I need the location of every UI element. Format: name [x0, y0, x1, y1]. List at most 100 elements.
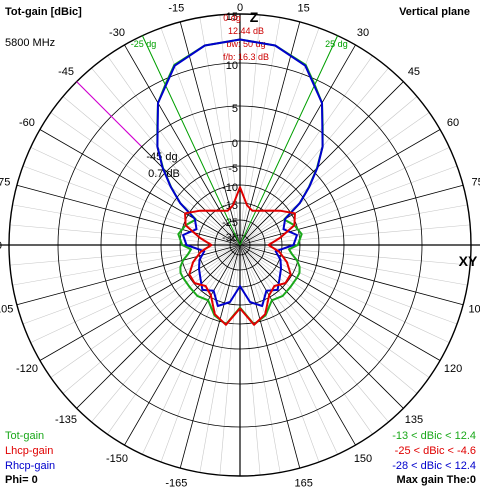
radial-gridline — [39, 129, 241, 246]
radial-gridline — [160, 244, 241, 463]
main-lobe-info-label: 12.44 dB — [228, 26, 264, 36]
beamwidth-label: 25 dg — [325, 39, 348, 49]
radial-gridline — [62, 244, 241, 394]
legend-tot-name: Tot-gain — [5, 430, 45, 442]
ring-label: 15 — [226, 11, 238, 23]
radial-gridline — [239, 67, 389, 246]
radial-gridline — [30, 147, 241, 246]
radial-gridline — [124, 44, 241, 246]
radial-gridline — [107, 55, 241, 246]
radial-gridline — [199, 17, 241, 246]
radial-gridline — [239, 165, 458, 246]
radial-gridline — [239, 244, 320, 463]
radial-gridline — [239, 129, 441, 246]
radial-gridline — [22, 165, 241, 246]
radial-gridline — [239, 244, 356, 446]
angle-tick-label: 0 — [237, 2, 243, 14]
legend-lhcp-range: -25 < dBic < -4.6 — [394, 445, 476, 457]
legend-tot-range: -13 < dBic < 12.4 — [392, 430, 476, 442]
ring-label: -35 — [222, 232, 238, 244]
chart-title: Tot-gain [dBic] — [5, 6, 82, 18]
radial-gridline — [239, 244, 389, 423]
radial-gridline — [239, 244, 301, 469]
main-lobe-info-label: f/b: 16.3 dB — [223, 52, 269, 62]
radial-gridline — [239, 244, 458, 325]
angle-tick-label: 15 — [298, 2, 310, 14]
phi-label: Phi= 0 — [5, 474, 38, 486]
radial-gridline — [239, 244, 404, 409]
rhcp-gain-trace — [156, 38, 324, 307]
radial-gridline — [239, 55, 373, 246]
radial-gridline — [239, 17, 281, 246]
angle-tick-label: -120 — [16, 363, 38, 375]
angle-tick-label: -165 — [165, 478, 187, 487]
radial-gridline — [16, 244, 241, 306]
radial-gridline — [239, 244, 441, 361]
angle-tick-label: 75 — [471, 176, 480, 188]
radial-gridline — [239, 244, 430, 378]
frequency-label: 5800 MHz — [5, 37, 56, 49]
ring-label: 5 — [232, 103, 238, 115]
radial-gridline — [62, 96, 241, 246]
radial-gridline — [239, 44, 356, 246]
xy-axis-label: XY — [459, 253, 478, 269]
radial-gridline — [50, 112, 241, 246]
main-lobe-info-label: bw: 50 dg — [226, 39, 265, 49]
radial-gridline — [239, 96, 418, 246]
angle-tick-label: -75 — [0, 176, 10, 188]
radial-gridline — [239, 224, 471, 246]
radial-gridline — [39, 244, 241, 361]
ring-label: 10 — [226, 60, 238, 72]
legend-lhcp-name: Lhcp-gain — [5, 445, 54, 457]
radial-gridline — [239, 184, 464, 246]
beamwidth-label: -25 dg — [131, 39, 157, 49]
angle-tick-label: 135 — [405, 414, 423, 426]
radial-gridline — [9, 224, 241, 246]
radial-gridline — [219, 14, 241, 246]
angle-tick-label: 45 — [408, 66, 420, 78]
radial-gridline — [50, 244, 241, 378]
angle-tick-label: -90 — [0, 240, 2, 252]
radial-gridline — [107, 244, 241, 435]
radial-gridline — [30, 244, 241, 343]
radial-gridline — [239, 244, 281, 473]
angle-tick-label: -45 — [58, 66, 74, 78]
radial-gridline — [239, 244, 464, 306]
angle-tick-label: -105 — [0, 304, 13, 316]
legend-rhcp-range: -28 < dBic < 12.4 — [392, 460, 476, 472]
radial-gridline — [199, 244, 241, 473]
radial-gridline — [16, 184, 241, 246]
cursor-gain-label: 0.7 dB — [148, 168, 180, 180]
radial-gridline — [179, 244, 241, 469]
radial-gridline — [124, 244, 241, 446]
lhcp-gain-trace — [184, 186, 296, 326]
angle-tick-label: 60 — [447, 117, 459, 129]
angle-tick-label: 165 — [294, 478, 312, 487]
radial-gridline — [239, 244, 471, 266]
angle-tick-label: -60 — [19, 117, 35, 129]
radial-gridline — [91, 244, 241, 423]
angle-tick-label: 120 — [444, 363, 462, 375]
angle-tick-label: 150 — [354, 453, 372, 465]
radial-gridline — [91, 67, 241, 246]
max-gain-label: Max gain The:0 — [396, 474, 476, 486]
radial-gridline — [76, 244, 241, 409]
radial-gridline — [239, 244, 261, 476]
angle-tick-label: 30 — [357, 27, 369, 39]
ring-label: 0 — [232, 138, 238, 150]
angle-tick-label: -30 — [109, 27, 125, 39]
plane-label: Vertical plane — [399, 6, 470, 18]
radial-gridline — [239, 244, 418, 394]
angle-tick-label: 105 — [468, 304, 480, 316]
radial-gridline — [239, 147, 450, 246]
radial-gridline — [239, 14, 261, 246]
radial-gridline — [239, 244, 450, 343]
radial-gridline — [22, 244, 241, 325]
radial-gridline — [142, 244, 241, 455]
z-axis-label: Z — [250, 9, 259, 25]
cursor-angle-label: -45 dg — [146, 151, 177, 163]
radial-gridline — [239, 112, 430, 246]
radial-gridline — [9, 244, 241, 266]
